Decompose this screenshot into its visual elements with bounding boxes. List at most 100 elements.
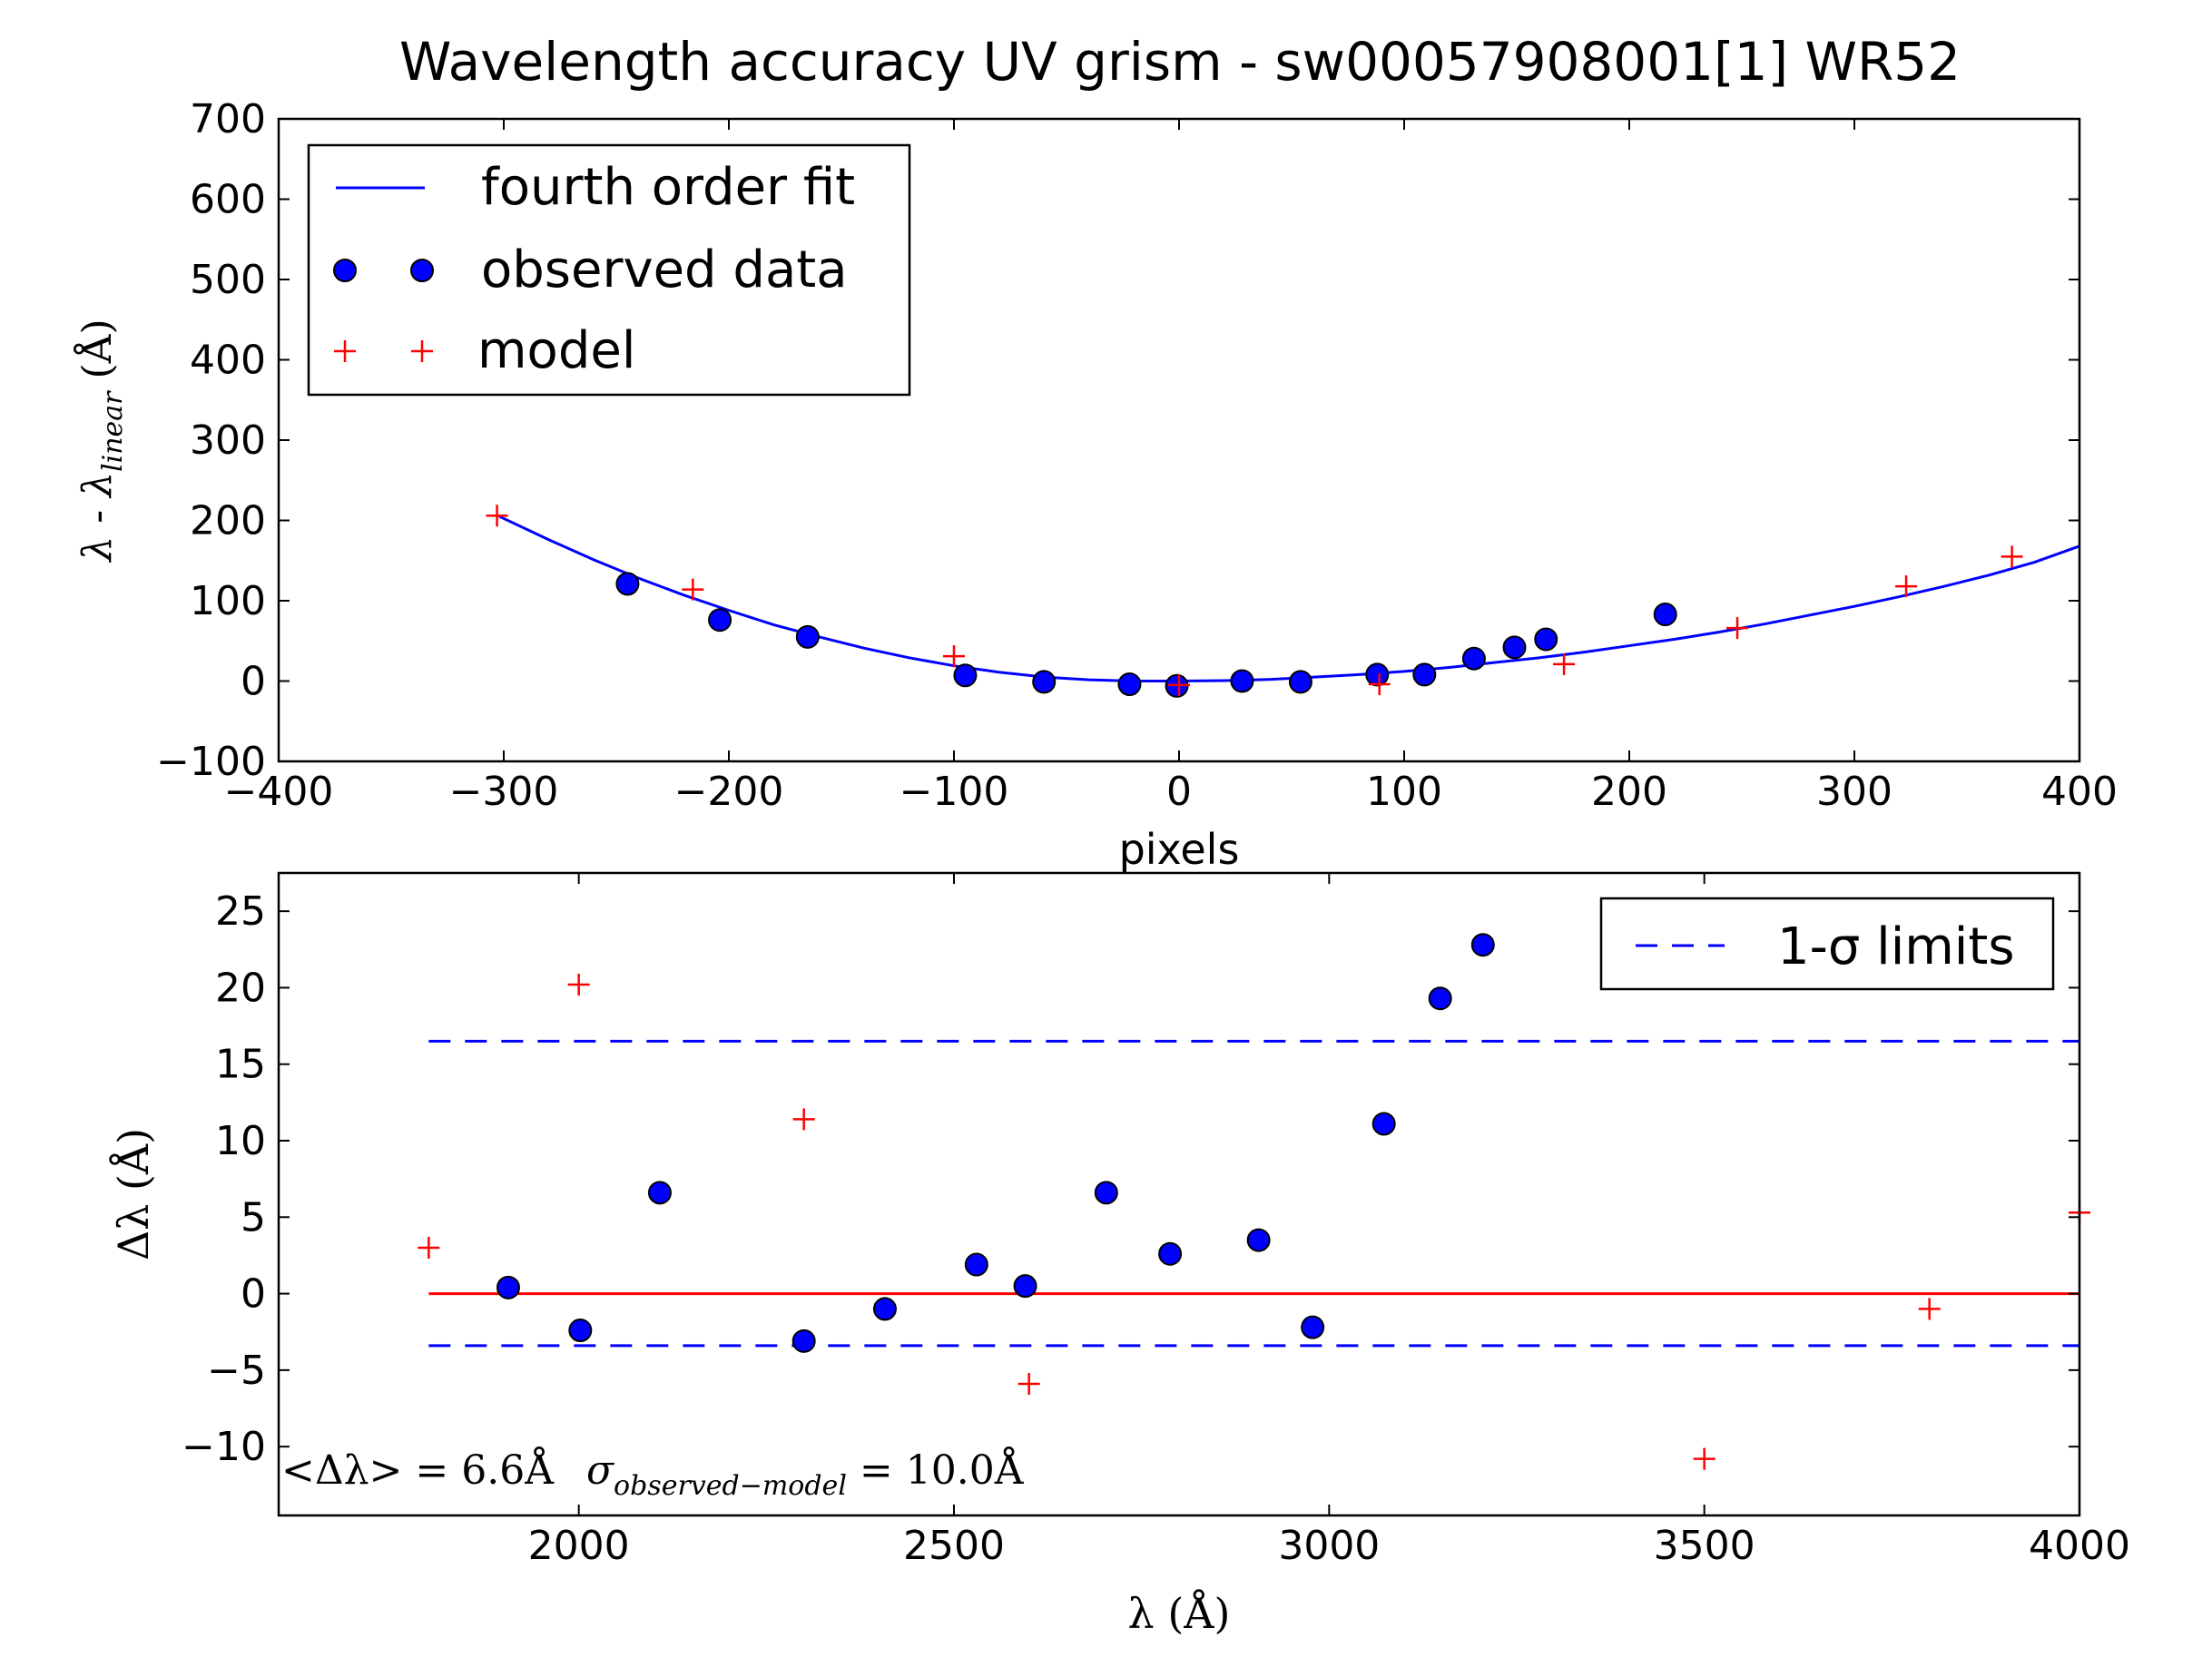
bottom-y-tick-label: 5 [241,1194,266,1240]
top-axis-ticks: −400 −300 −200 −100 0 100 200 300 400 −100 0 100 200… [156,96,2118,815]
mean-offset-unit: Å [524,1446,555,1494]
bottom-observed-point [496,1275,520,1299]
top-x-tick-label: −100 [900,769,1009,815]
bottom-x-axis-label: λ (Å) [1128,1588,1231,1638]
top-model-marker [1726,617,1749,640]
stats-annotation: <Δλ> = 6.6Å σobserved−model = 10.0Å [281,1446,1025,1502]
bottom-observed-point [647,1181,672,1205]
sigma-unit: Å [994,1446,1025,1494]
top-y-tick-label: 700 [190,96,266,142]
top-observed-point [708,608,732,632]
top-observed-point [1653,603,1677,627]
top-observed-point [1117,672,1142,697]
top-legend: fourth order fit observed data model [307,143,911,397]
top-panel: −400 −300 −200 −100 0 100 200 300 400 −100 0 100 200… [73,96,2118,874]
legend-observed-swatch [410,259,434,282]
chart-title: Wavelength accuracy UV grism - sw0005790… [399,31,1961,93]
top-x-tick-label: −200 [674,769,784,815]
bottom-observed-point [791,1329,816,1353]
top-x-axis-label: pixels [1119,825,1240,874]
bottom-y-tick-label: 20 [215,965,266,1011]
top-x-tick-label: 300 [1816,769,1892,815]
top-model-marker [1368,673,1391,696]
top-y-axis-label-unit: (Å) [73,319,121,378]
bottom-observed-point [1470,933,1495,957]
bottom-observed-point [1094,1181,1118,1205]
top-y-axis-label-main: λ - λ [74,472,121,564]
top-y-axis-label-subscript: linear [97,390,129,472]
legend-model-label: model [477,321,635,380]
bottom-legend: 1-σ limits [1599,897,2055,991]
top-y-tick-label: 100 [190,578,266,624]
top-y-tick-label: 200 [190,498,266,544]
top-model-marker [943,645,965,668]
bottom-y-tick-label: −10 [182,1424,266,1470]
top-model-marker [2001,545,2023,568]
bottom-x-tick-label: 3500 [1654,1523,1755,1569]
bottom-data-marks [418,933,2090,1470]
bottom-model-marker [418,1237,440,1259]
top-observed-point [795,624,820,649]
legend-observed-label: observed data [481,240,848,299]
top-model-marker [486,505,508,527]
bottom-observed-point [1158,1241,1183,1266]
bottom-observed-point [1013,1274,1037,1299]
bottom-x-tick-label: 3000 [1278,1523,1380,1569]
bottom-model-marker [567,974,590,996]
top-fit-line [498,515,2080,682]
bottom-model-marker [1693,1447,1716,1470]
top-observed-point [615,572,640,596]
sigma-symbol: σ [586,1447,615,1494]
top-data-marks [486,505,2080,698]
top-observed-point [1365,662,1390,687]
bottom-y-tick-label: 25 [215,888,266,935]
top-model-marker [1895,575,1918,598]
top-model-marker [682,578,704,601]
top-y-tick-label: −100 [156,739,266,785]
top-observed-point [1412,662,1437,687]
top-y-tick-label: 0 [241,659,266,705]
top-observed-point [1534,627,1558,652]
bottom-model-marker [1018,1373,1040,1396]
bottom-observed-point [1371,1112,1396,1136]
sigma-value: = 10.0 [847,1447,995,1494]
top-observed-point [1032,670,1057,694]
legend-sigma-label: 1-σ limits [1777,917,2015,976]
mean-offset-text: <Δλ> = 6.6 [281,1447,525,1494]
bottom-y-tick-label: 10 [215,1118,266,1164]
legend-sigma-label-text: 1-σ limits [1777,917,2015,976]
top-observed-point [1288,670,1312,694]
legend-observed-swatch [333,259,357,282]
bottom-legend-box [1599,897,2055,991]
top-y-tick-label: 300 [190,417,266,464]
bottom-y-axis-label: Δλ (Å) [108,1128,158,1260]
bottom-x-tick-label: 4000 [2029,1523,2130,1569]
legend-fit-label: fourth order fit [481,158,855,217]
top-model-marker [1168,673,1190,696]
top-x-tick-label: −300 [449,769,559,815]
legend-model-swatch [334,340,433,362]
top-x-tick-label: 100 [1366,769,1442,815]
top-y-tick-label: 500 [190,257,266,303]
top-x-tick-label: 0 [1166,769,1192,815]
bottom-observed-point [964,1252,988,1277]
bottom-model-marker [1918,1298,1941,1320]
bottom-model-marker [792,1108,815,1131]
bottom-observed-point [1246,1228,1271,1252]
top-y-axis-label: λ - λlinear (Å) [73,319,129,563]
top-x-tick-label: 200 [1591,769,1667,815]
bottom-y-tick-label: 15 [215,1042,266,1088]
bottom-observed-point [1428,986,1452,1011]
top-observed-point [1230,669,1254,693]
bottom-axis-ticks: 2000 2500 3000 3500 4000 −10 −5 0 5 10 15 20 25 [182,873,2130,1569]
bottom-plot-frame [277,871,2081,1517]
bottom-panel: 2000 2500 3000 3500 4000 −10 −5 0 5 10 15 20 25 λ (Å… [108,871,2130,1638]
bottom-y-tick-label: 0 [241,1271,266,1318]
bottom-x-tick-label: 2000 [528,1523,630,1569]
bottom-x-tick-label: 2500 [903,1523,1005,1569]
top-x-tick-label: 400 [2041,769,2118,815]
sigma-subscript: observed−model [614,1470,847,1502]
bottom-observed-point [872,1297,897,1321]
top-y-tick-label: 600 [190,177,266,223]
